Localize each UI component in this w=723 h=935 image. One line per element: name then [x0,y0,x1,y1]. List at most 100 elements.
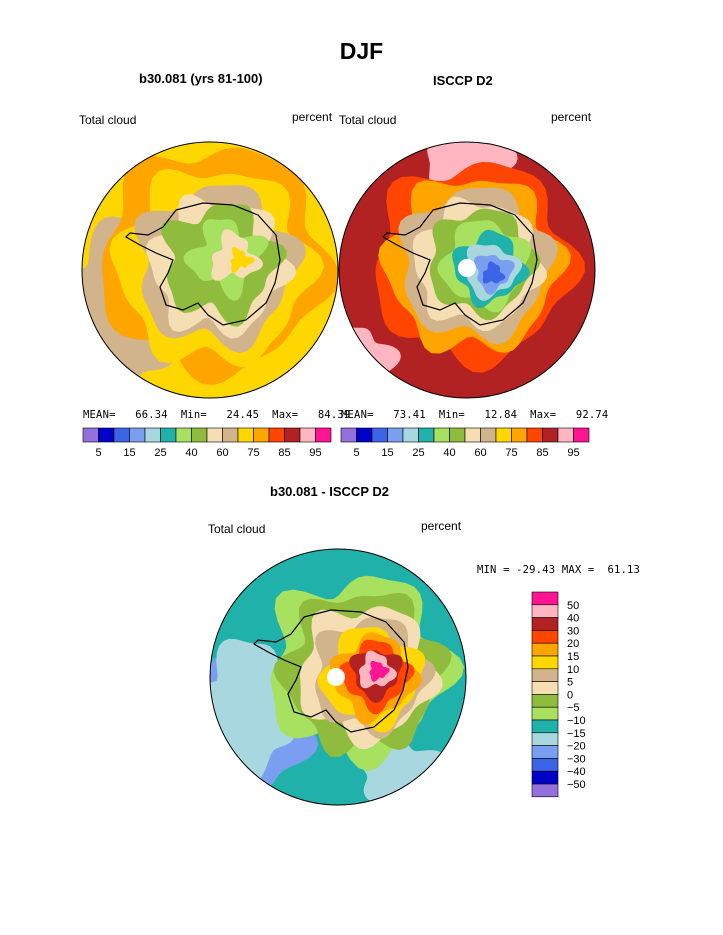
panel2-coastline [382,202,538,326]
panel1-colorbar-box [268,427,285,443]
panel3-colorbar-label: 0 [567,689,573,701]
panel3-colorbar-label: −50 [567,779,586,791]
panel3-colorbar-box [531,706,559,721]
panel3-colorbar-label: −5 [567,702,580,714]
panel3-colorbar-label: 15 [567,651,579,663]
panel2-colorbar-label: 75 [505,447,517,459]
panel2-colorbar-box [464,427,481,443]
panel1-border [81,141,339,399]
panel1-colorbar-label: 95 [309,447,321,459]
panel2-max-value: 92.74 [575,409,609,421]
panel1-contour-interior-yellow [230,247,255,273]
panel3-colorbar-label: 50 [567,600,579,612]
panel3-max-value: 61.13 [607,564,641,576]
panel3-colorbar-label: 20 [567,638,579,650]
page-title: DJF [339,38,384,64]
panel1-colorbar-label: 75 [247,447,259,459]
panel3-left-label: Total cloud [208,522,266,536]
panel1-colorbar-box [299,427,316,443]
panel1-min-label: Min= [180,409,207,421]
panel3-colorbar-box [531,719,559,734]
panel2-colorbar-box [433,427,450,443]
panel2-colorbar-box [449,427,466,443]
panel3-coastline [253,609,409,733]
panel2-title: ISCCP D2 [433,73,493,88]
panel2-colorbar-box [480,427,497,443]
panel1-min-value: 24.45 [226,409,260,421]
panel1-colorbar-label: 15 [123,447,135,459]
panel2-colorbar-box [573,427,590,443]
panel1-colorbar-box [160,427,177,443]
panel3-colorbar-box [531,732,559,746]
panel1-colorbar-label: 60 [216,447,228,459]
panel3-colorbar-box [531,758,559,772]
panel2-colorbar-label: 25 [412,447,424,459]
panel2-colorbar-label: 40 [443,447,455,459]
panel3-colorbar-box [531,694,559,708]
panel2-min-value: 12.84 [484,409,518,421]
panel3-colorbar-box [531,655,559,670]
panel3-stats: MIN = -29.43 MAX = 61.13 [477,564,640,576]
panel3-colorbar-box [531,604,559,618]
panel3-pole-hole [327,668,345,686]
panel3-colorbar-label: −40 [567,766,586,778]
panel2-colorbar-box [542,427,559,443]
panel3-colorbar-box [531,745,559,759]
panel3-field [210,549,466,805]
panel3-colorbar-label: 40 [567,613,579,625]
panel3-max-label: MAX = [561,564,595,576]
panel1-left-label: Total cloud [79,113,137,127]
panel1-colorbar-box [175,427,192,443]
panel2-colorbar-box [387,427,404,443]
panel1-polar-map [81,141,339,399]
panel3-contour-magenta [369,661,390,682]
panel1-colorbar-box [82,427,99,443]
panel1-right-label: percent [292,110,333,124]
panel1-colorbar-box [206,427,223,443]
panel1-colorbar-box [315,427,332,443]
panel2-colorbar-box [495,427,512,443]
panel2-max-label: Max= [530,409,557,421]
panel1-colorbar-box [253,427,270,443]
panel2-mean-value: 73.41 [393,409,426,421]
panel2-colorbar-box [371,427,388,443]
panel1-colorbar-box [191,427,208,443]
panel2-border [338,141,596,399]
panel3-min-value: -29.43 [516,564,556,576]
panel3-colorbar-box [531,642,559,657]
panel2-colorbar-box [402,427,419,443]
panel2-colorbar-box [526,427,543,443]
panel2-stats: MEAN= 73.41 Min= 12.84 Max= 92.74 [341,409,608,421]
panel1-colorbar-box [113,427,130,443]
panel1-mean-label: MEAN= [83,409,116,421]
panel2-polar-map [338,141,596,399]
panel1-mean-value: 66.34 [135,409,168,421]
panel1-field [82,142,338,398]
panel1-colorbar-label: 25 [154,447,166,459]
panel2-colorbar: 5 15 25 40 60 75 85 95 [340,427,590,459]
panel1-coastline [125,202,281,326]
panel2-mean-label: MEAN= [341,409,374,421]
panel3-colorbar-box [531,770,559,785]
panel3-colorbar-label: −30 [567,753,586,765]
panel2-left-label: Total cloud [339,113,397,127]
panel1-colorbar-box [98,427,115,443]
panel1-max-value: 84.39 [317,409,351,421]
panel2-min-label: Min= [438,409,465,421]
panel3-border [209,548,467,806]
panel2-colorbar-box [418,427,435,443]
panel2-colorbar-label: 15 [381,447,393,459]
panel3-right-label: percent [421,519,462,533]
panel3-colorbar-label: −15 [567,728,586,740]
panel2-right-label: percent [551,110,592,124]
panel2-pole-hole [458,259,476,277]
panel2-colorbar-label: 95 [567,447,579,459]
panel3-colorbar-label: 5 [567,677,573,689]
panel3-polar-map [209,548,467,806]
panel3-colorbar-label: −20 [567,741,586,753]
panel1-colorbar-label: 85 [278,447,290,459]
panel2-field [339,142,595,398]
panel3-colorbar-box [531,630,559,644]
panel2-colorbar-box [511,427,528,443]
panel1-title: b30.081 (yrs 81-100) [139,71,263,86]
